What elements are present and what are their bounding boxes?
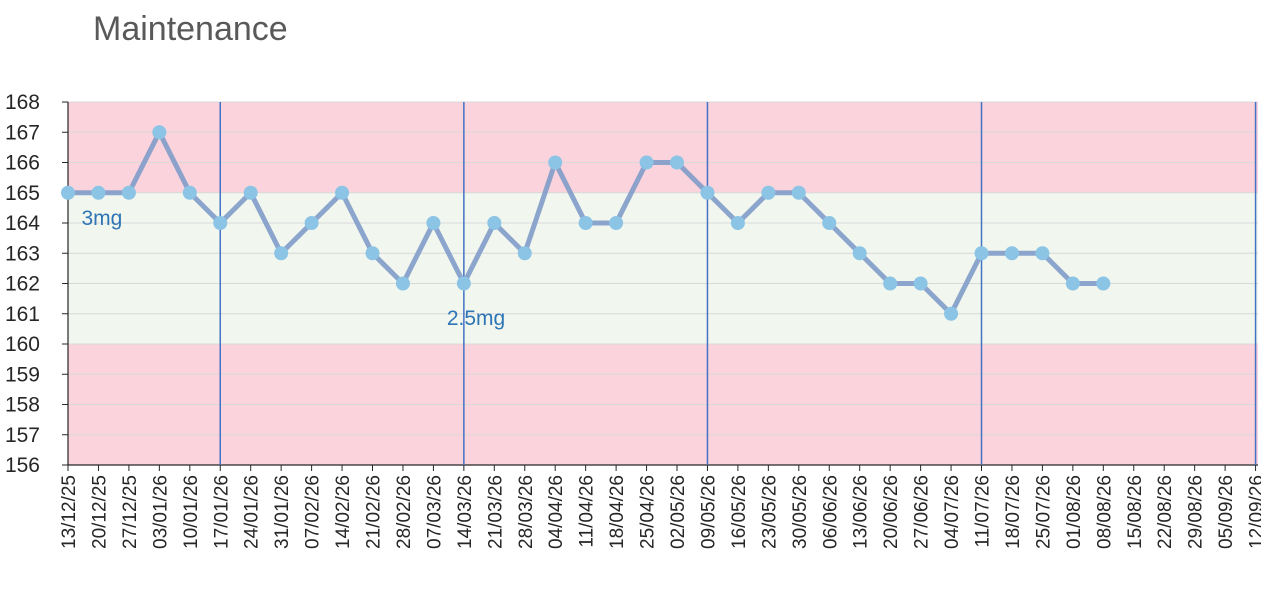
y-tick-label: 160 [5,333,40,356]
y-tick-label: 166 [5,152,40,175]
data-point [1035,246,1050,261]
x-tick-label: 02/05/26 [668,475,689,549]
background-band [68,102,1258,193]
x-tick-label: 09/05/26 [698,475,719,549]
x-tick-label: 30/05/26 [790,475,811,549]
dose-annotation: 2.5mg [447,307,505,330]
data-point [609,216,624,230]
data-point [121,185,136,200]
x-tick-label: 13/12/25 [59,475,80,549]
data-point [152,125,167,140]
data-point [1065,276,1080,291]
x-tick-label: 21/03/26 [485,475,506,549]
y-tick-label: 157 [5,424,40,447]
x-tick-label: 15/08/26 [1125,475,1146,549]
x-tick-label: 04/04/26 [546,475,567,549]
y-tick-label: 156 [5,454,40,477]
x-tick-label: 16/05/26 [729,475,750,549]
data-point [182,185,197,200]
x-tick-label: 18/04/26 [607,475,628,549]
x-tick-label: 20/12/25 [89,475,110,549]
data-point [852,246,867,261]
y-tick-label: 161 [5,303,40,326]
x-tick-label: 31/01/26 [272,475,293,549]
x-tick-label: 06/06/26 [820,475,841,549]
x-tick-label: 28/02/26 [394,475,415,549]
data-point [761,185,776,200]
y-tick-label: 165 [5,182,40,205]
x-tick-label: 12/09/26 [1247,475,1261,549]
data-point [1096,276,1111,291]
data-point [974,246,989,261]
data-point [91,185,106,200]
x-tick-label: 22/08/26 [1155,475,1176,549]
x-tick-label: 25/07/26 [1033,475,1054,549]
x-tick-label: 29/08/26 [1186,475,1207,549]
x-tick-label: 23/05/26 [759,475,780,549]
x-tick-label: 14/02/26 [333,475,354,549]
data-point [61,185,75,200]
x-tick-label: 03/01/26 [150,475,171,549]
data-point [548,155,563,170]
x-tick-label: 18/07/26 [1003,475,1024,549]
x-tick-label: 28/03/26 [516,475,537,549]
x-tick-label: 08/08/26 [1094,475,1115,549]
x-tick-label: 07/02/26 [303,475,324,549]
data-point [791,185,806,200]
data-point [304,216,319,230]
y-tick-label: 164 [5,212,40,235]
data-point [639,155,654,170]
data-point [335,185,350,200]
data-point [365,246,380,261]
data-point [274,246,289,261]
x-tick-label: 05/09/26 [1216,475,1237,549]
y-tick-label: 158 [5,394,40,417]
x-tick-label: 20/06/26 [881,475,902,549]
x-tick-label: 13/06/26 [851,475,872,549]
y-tick-label: 163 [5,242,40,265]
y-tick-label: 168 [5,91,40,114]
data-point [1004,246,1019,261]
dose-annotation: 3mg [81,207,122,230]
x-tick-label: 21/02/26 [364,475,385,549]
x-tick-label: 17/01/26 [211,475,232,549]
y-tick-label: 162 [5,273,40,296]
data-point [883,276,898,291]
x-tick-label: 07/03/26 [424,475,445,549]
data-point [822,216,837,230]
y-tick-label: 159 [5,363,40,386]
data-point [213,216,228,230]
chart-title: Maintenance [93,10,288,48]
x-tick-label: 10/01/26 [181,475,202,549]
data-point [944,306,959,321]
data-point [487,216,502,230]
data-point [670,155,685,170]
x-tick-label: 11/07/26 [973,475,994,548]
data-point [243,185,258,200]
data-point [517,246,532,261]
data-point [456,276,471,291]
y-tick-label: 167 [5,121,40,144]
data-point [730,216,745,230]
data-point [578,216,593,230]
x-tick-label: 27/06/26 [912,475,933,549]
x-tick-label: 14/03/26 [455,475,476,549]
data-point [700,185,715,200]
x-tick-label: 25/04/26 [638,475,659,549]
data-point [395,276,410,291]
x-tick-label: 01/08/26 [1064,475,1085,549]
data-point [913,276,928,291]
data-point [426,216,441,230]
x-tick-label: 27/12/25 [120,475,141,549]
x-tick-label: 04/07/26 [942,475,963,549]
x-tick-label: 11/04/26 [577,475,598,548]
background-band [68,192,1258,344]
x-tick-label: 24/01/26 [242,475,263,549]
